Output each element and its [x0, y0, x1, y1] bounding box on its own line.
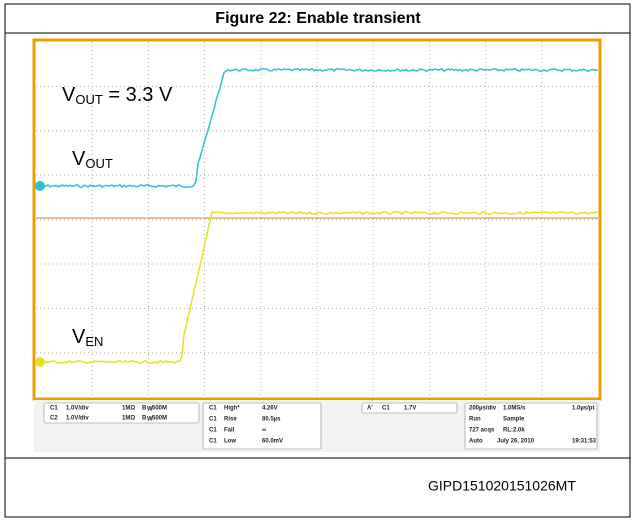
volts-div: 1.0V/div — [66, 406, 89, 412]
trigger-level: 1.7V — [404, 406, 416, 412]
meas-name: Low — [224, 439, 236, 445]
meas-channel: C1 — [209, 439, 217, 445]
impedance: 1MΩ — [122, 416, 135, 422]
volts-div: 1.0V/div — [66, 416, 89, 422]
v: V — [62, 84, 76, 106]
channel: C1 — [50, 406, 58, 412]
timebase: 19:31:53 — [572, 439, 597, 445]
timebase: Run — [469, 417, 481, 423]
sub: OUT — [85, 156, 113, 171]
sub: EN — [85, 334, 103, 349]
channel: C2 — [50, 416, 58, 422]
meas-value: 60.0mV — [262, 439, 283, 445]
meas-value: 4.26V — [262, 406, 278, 412]
timebase: Auto — [469, 439, 483, 445]
trigger-mode: A' — [367, 406, 373, 412]
figure-title: Figure 22: Enable transient — [215, 10, 421, 27]
meas-value: ∞ — [262, 428, 266, 434]
timebase: Sample — [503, 417, 525, 423]
meas-name: Fall — [224, 428, 235, 434]
timebase: 1.0µs/pt — [572, 406, 594, 412]
meas-channel: C1 — [209, 417, 217, 423]
timebase: 200µs/div — [469, 406, 497, 412]
bw-value: 500M — [152, 416, 167, 422]
timebase: 1.0MS/s — [503, 406, 526, 412]
impedance: 1MΩ — [122, 406, 135, 412]
timebase: July 26, 2010 — [497, 439, 535, 445]
meas-name: High* — [224, 406, 240, 412]
figure-page: Figure 22: Enable transient VOUT = 3.3 V… — [0, 0, 635, 522]
v: V — [72, 148, 86, 170]
sub: OUT — [75, 92, 103, 107]
meas-value: 80.5µs — [262, 417, 281, 423]
suffix: = 3.3 V — [103, 84, 173, 106]
meas-channel: C1 — [209, 406, 217, 412]
bw-value: 500M — [152, 406, 167, 412]
trigger-channel: C1 — [382, 406, 390, 412]
figure-code: GIPD151020151026MT — [428, 478, 576, 494]
v: V — [72, 326, 86, 348]
timebase: RL:2.0k — [503, 428, 525, 434]
ch1-marker — [35, 181, 45, 191]
timebase: 727 acqs — [469, 428, 495, 434]
meas-channel: C1 — [209, 428, 217, 434]
meas-name: Rise — [224, 417, 237, 423]
ch2-marker — [35, 357, 45, 367]
